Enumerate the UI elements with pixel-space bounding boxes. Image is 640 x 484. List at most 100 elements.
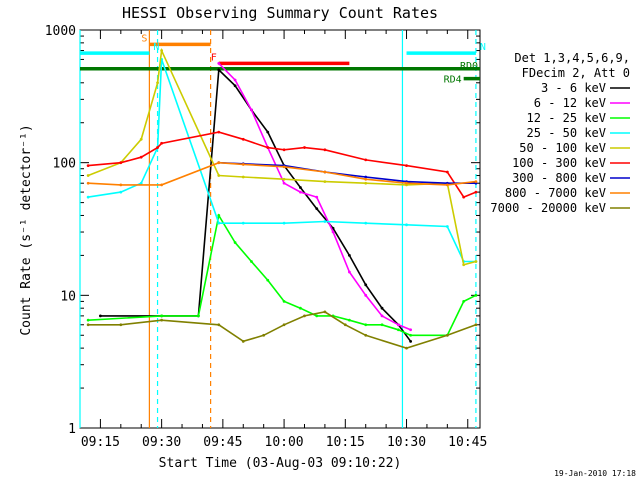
data-point — [282, 300, 286, 303]
data-point — [217, 161, 221, 165]
data-point — [343, 323, 347, 327]
data-point — [282, 148, 286, 152]
data-point — [160, 318, 164, 322]
data-point — [323, 170, 327, 174]
annotation-label: N — [480, 42, 486, 53]
data-point — [86, 174, 90, 177]
annotation-label: RD4 — [444, 75, 462, 86]
x-tick-label: 10:00 — [265, 435, 304, 450]
data-point — [160, 183, 164, 187]
data-point — [396, 328, 400, 332]
data-point — [331, 230, 335, 234]
data-point — [266, 130, 270, 134]
data-point — [364, 181, 368, 185]
data-point — [315, 314, 319, 318]
legend-header-2: FDecim 2, Att 0 — [522, 66, 630, 80]
data-point — [233, 78, 237, 82]
data-point — [217, 221, 221, 225]
data-point — [445, 170, 449, 174]
legend-label: 800 - 7000 keV — [505, 186, 606, 200]
data-point — [347, 318, 351, 322]
series-line — [88, 311, 477, 349]
data-point — [282, 323, 286, 327]
x-tick-label: 09:15 — [81, 435, 120, 450]
plot-area: 1 10 100 1000 09:15 09:30 09:45 10:00 10:15 10:30… — [45, 24, 488, 450]
data-point — [323, 180, 327, 183]
data-point — [303, 146, 306, 149]
data-point — [217, 130, 221, 134]
annotation-label: RD0 — [460, 61, 478, 72]
data-point — [405, 223, 408, 227]
legend-label: 12 - 25 keV — [527, 111, 606, 125]
data-point — [380, 323, 384, 327]
timestamp: 19-Jan-2010 17:18 — [554, 469, 636, 478]
data-point — [474, 260, 478, 263]
data-point — [266, 278, 270, 282]
data-point — [282, 165, 286, 169]
data-point — [474, 180, 478, 183]
y-tick-label: 1 — [68, 422, 76, 437]
data-point — [217, 214, 221, 217]
data-point — [241, 339, 245, 343]
data-point — [303, 314, 306, 318]
data-point — [139, 137, 143, 141]
data-point — [364, 333, 368, 337]
legend-label: 25 - 50 keV — [527, 126, 606, 140]
data-point — [364, 175, 368, 179]
data-point — [119, 183, 123, 187]
data-point — [380, 306, 384, 310]
data-point — [160, 314, 164, 318]
series-line — [88, 131, 477, 199]
data-point — [217, 62, 221, 65]
data-point — [99, 314, 102, 318]
data-point — [364, 177, 368, 181]
data-point — [217, 174, 221, 177]
data-point — [241, 221, 245, 225]
data-point — [86, 318, 90, 322]
data-point — [119, 323, 123, 327]
data-point — [196, 314, 200, 318]
annotation-label: S — [141, 33, 147, 44]
y-axis-label: Count Rate (s⁻¹ detector⁻¹) — [19, 124, 34, 335]
series-line — [218, 62, 411, 331]
x-tick-label: 09:45 — [203, 435, 242, 450]
data-point — [282, 221, 286, 225]
data-point — [217, 323, 221, 327]
data-point — [139, 181, 143, 185]
data-point — [315, 207, 319, 211]
legend-label: 100 - 300 keV — [512, 156, 606, 170]
data-point — [347, 270, 351, 274]
data-point — [323, 310, 327, 314]
data-point — [347, 253, 351, 257]
data-point — [250, 108, 253, 112]
data-point — [315, 195, 319, 199]
y-tick-label: 100 — [53, 157, 76, 172]
data-point — [445, 183, 449, 187]
data-point — [160, 141, 164, 145]
data-point — [474, 293, 478, 297]
data-point — [323, 220, 327, 223]
data-point — [380, 314, 384, 318]
data-point — [217, 68, 221, 72]
data-point — [462, 300, 466, 303]
data-point — [364, 293, 368, 297]
data-point — [86, 323, 90, 327]
data-point — [282, 177, 286, 181]
data-point — [364, 221, 368, 225]
legend-header-1: Det 1,3,4,5,6,9, — [514, 51, 630, 65]
data-point — [364, 323, 368, 327]
legend-label: 6 - 12 keV — [534, 96, 606, 110]
data-point — [86, 164, 90, 168]
data-point — [282, 181, 286, 185]
data-point — [241, 163, 245, 166]
data-point — [119, 161, 123, 165]
legend-label: 7000 - 20000 keV — [490, 201, 606, 215]
data-point — [241, 175, 245, 179]
y-tick-label: 10 — [60, 289, 76, 304]
data-point — [462, 195, 466, 199]
series-line — [100, 68, 412, 342]
data-point — [396, 323, 400, 327]
